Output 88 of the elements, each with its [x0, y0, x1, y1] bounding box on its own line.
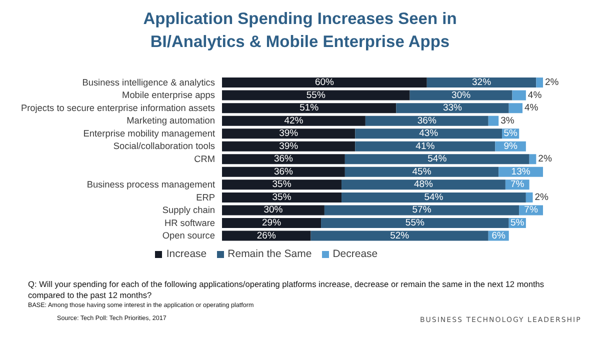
legend-label: Increase — [166, 248, 207, 260]
data-label: 4% — [528, 90, 542, 101]
y-tick-label: Business process management — [86, 180, 216, 190]
bar — [222, 205, 324, 216]
data-label: 26% — [256, 230, 276, 242]
y-tick-label: Enterprise mobility management — [83, 128, 216, 138]
bar — [488, 116, 499, 126]
y-tick-label: Business intelligence & analytics — [82, 77, 216, 88]
data-label: 13% — [511, 166, 531, 178]
bar — [355, 128, 502, 139]
y-tick-label: Supply chain — [162, 205, 215, 216]
data-label: 52% — [390, 230, 410, 242]
data-label: 36% — [274, 154, 294, 165]
y-tick-label: Open source — [162, 230, 215, 241]
data-label: 39% — [279, 140, 299, 152]
data-label: 57% — [412, 204, 432, 216]
data-label: 4% — [524, 102, 539, 114]
data-label: 36% — [417, 115, 437, 126]
data-label: 32% — [472, 77, 492, 88]
bar — [410, 90, 512, 100]
data-label: 35% — [272, 192, 292, 203]
bar — [222, 192, 342, 202]
y-tick-label: Projects to secure enterprise information assets — [20, 102, 216, 113]
data-label: 51% — [300, 102, 320, 114]
bar — [222, 78, 427, 88]
bar — [344, 166, 499, 177]
data-label: 36% — [274, 166, 294, 178]
data-label: 48% — [414, 179, 434, 190]
data-label: 54% — [428, 154, 448, 165]
y-tick-label: Mobile enterprise apps — [122, 90, 216, 100]
bar — [396, 103, 509, 114]
bar — [342, 180, 506, 190]
bar — [321, 218, 509, 228]
bar — [222, 90, 410, 100]
legend-label: Remain the Same — [228, 248, 312, 260]
data-label: 60% — [314, 77, 335, 88]
bar — [426, 78, 536, 88]
bar — [526, 192, 533, 202]
y-tick-label: Social/collaboration tools — [113, 141, 216, 152]
bar — [222, 103, 396, 114]
bar — [222, 128, 356, 139]
data-label: 5% — [510, 217, 525, 228]
bar — [529, 154, 536, 164]
data-label: 55% — [306, 90, 326, 101]
bar — [365, 116, 488, 126]
data-label: 6% — [492, 230, 506, 242]
data-label: 29% — [262, 217, 282, 228]
data-label: 43% — [419, 128, 439, 140]
data-label: 42% — [284, 115, 304, 126]
data-label: 2% — [545, 77, 560, 88]
y-tick-label: ERP — [196, 192, 215, 202]
bar — [222, 230, 311, 241]
data-label: 9% — [504, 140, 518, 152]
bar — [536, 78, 543, 88]
bar — [222, 218, 322, 228]
bar — [508, 103, 523, 114]
bar — [222, 154, 345, 164]
legend-label: Decrease — [332, 248, 378, 260]
text: Q: Will your spending for each of the following applications/operating platforms increase, decrease or remain the same in the next 12 months compared to the past 12 months? — [28, 279, 546, 301]
y-tick-label: CRM — [194, 154, 215, 164]
data-label: 7% — [510, 179, 525, 190]
bar — [222, 180, 342, 190]
data-label: 3% — [500, 115, 515, 126]
data-label: 2% — [538, 154, 552, 165]
bar — [355, 141, 496, 152]
data-label: 5% — [504, 128, 518, 140]
y-tick-label: Marketing automation — [126, 116, 215, 126]
data-label: 33% — [442, 102, 463, 114]
bar — [344, 154, 530, 164]
data-label: 55% — [405, 217, 425, 228]
bar — [222, 166, 345, 177]
data-label: 30% — [452, 90, 472, 101]
data-label: 41% — [416, 140, 436, 152]
data-label: 35% — [272, 179, 292, 190]
bar — [222, 116, 366, 126]
bar — [222, 141, 356, 152]
chart-title: Application Spending Increases Seen in BI/Analytics & Mobile Enterprise Apps — [142, 9, 458, 53]
data-label: 39% — [279, 128, 299, 140]
y-tick-label: HR software — [164, 218, 215, 228]
bar — [324, 205, 520, 216]
data-label: 45% — [412, 166, 432, 178]
data-label: 54% — [424, 192, 444, 203]
bar — [512, 90, 526, 100]
data-label: 7% — [524, 204, 538, 216]
bar — [310, 230, 488, 241]
bar — [342, 192, 526, 202]
data-label: 2% — [534, 192, 550, 203]
data-label: 30% — [264, 204, 284, 216]
